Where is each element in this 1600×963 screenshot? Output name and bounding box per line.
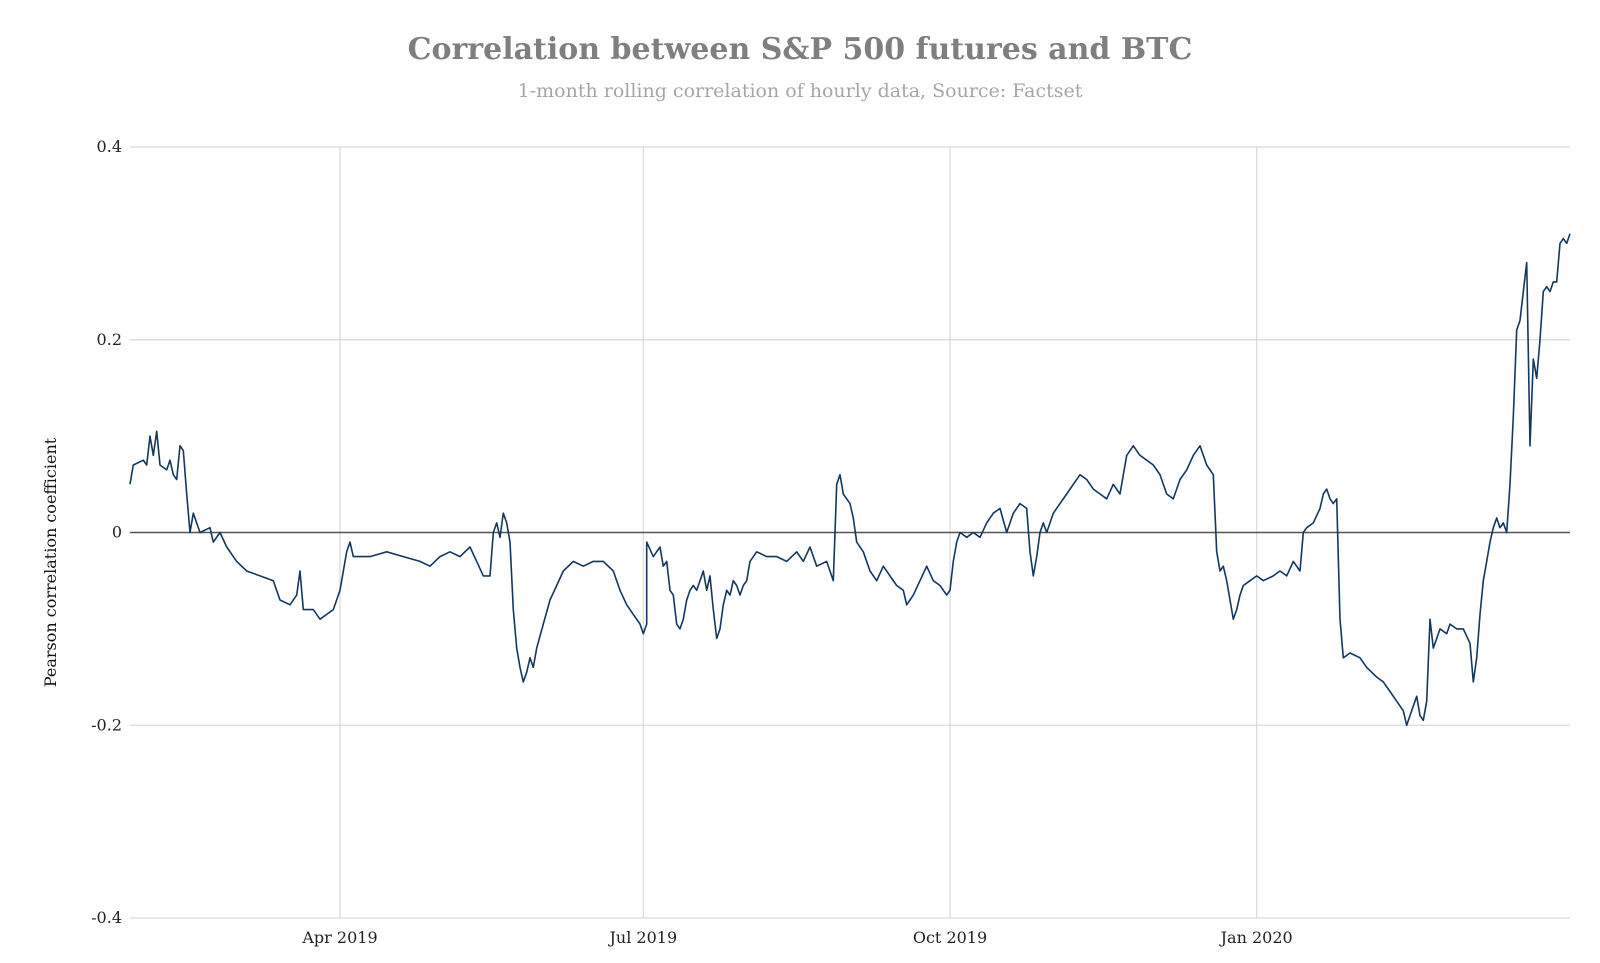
chart-subtitle: 1-month rolling correlation of hourly da… (517, 80, 1083, 102)
y-tick-label: 0 (112, 523, 122, 542)
x-tick-label: Jul 2019 (608, 928, 678, 947)
x-tick-label: Apr 2019 (301, 928, 377, 947)
y-tick-label: 0.4 (97, 137, 122, 156)
y-tick-label: 0.2 (97, 330, 122, 349)
x-tick-label: Oct 2019 (913, 928, 987, 947)
y-tick-label: -0.2 (91, 715, 122, 734)
y-tick-label: -0.4 (91, 908, 122, 927)
x-axis: Apr 2019 Jul 2019 Oct 2019 Jan 2020 (301, 928, 1292, 947)
y-axis-title: Pearson correlation coefficient (41, 437, 60, 687)
x-tick-label: Jan 2020 (1219, 928, 1293, 947)
chart-title: Correlation between S&P 500 futures and … (407, 32, 1193, 67)
series-line (129, 233, 1571, 727)
y-axis: 0.4 0.2 0 -0.2 -0.4 (91, 137, 122, 927)
